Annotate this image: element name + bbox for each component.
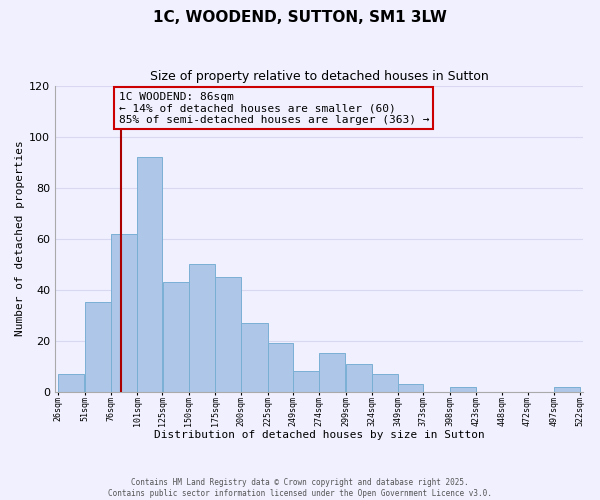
Bar: [241, 323, 268, 392]
Bar: [319, 354, 346, 392]
Bar: [137, 157, 163, 392]
Bar: [398, 384, 423, 392]
Y-axis label: Number of detached properties: Number of detached properties: [15, 140, 25, 336]
Bar: [268, 343, 293, 392]
Bar: [189, 264, 215, 392]
Bar: [554, 386, 580, 392]
Bar: [111, 234, 137, 392]
Bar: [372, 374, 398, 392]
Title: Size of property relative to detached houses in Sutton: Size of property relative to detached ho…: [150, 70, 488, 83]
Bar: [58, 374, 85, 392]
X-axis label: Distribution of detached houses by size in Sutton: Distribution of detached houses by size …: [154, 430, 485, 440]
Text: 1C, WOODEND, SUTTON, SM1 3LW: 1C, WOODEND, SUTTON, SM1 3LW: [153, 10, 447, 25]
Text: Contains HM Land Registry data © Crown copyright and database right 2025.
Contai: Contains HM Land Registry data © Crown c…: [108, 478, 492, 498]
Bar: [450, 386, 476, 392]
Bar: [215, 277, 241, 392]
Bar: [293, 372, 319, 392]
Text: 1C WOODEND: 86sqm
← 14% of detached houses are smaller (60)
85% of semi-detached: 1C WOODEND: 86sqm ← 14% of detached hous…: [119, 92, 429, 125]
Bar: [346, 364, 371, 392]
Bar: [85, 302, 111, 392]
Bar: [163, 282, 188, 392]
